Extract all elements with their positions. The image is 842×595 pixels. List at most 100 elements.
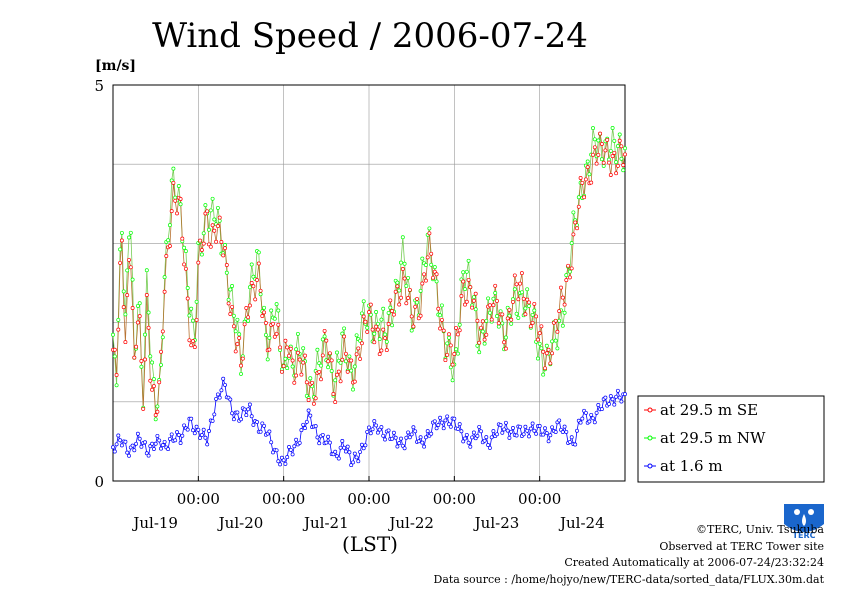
nw-data-point [359,311,364,316]
low-data-point [354,455,359,460]
nw-data-point [375,321,380,326]
nw-data-point [347,354,352,359]
se-data-point [255,278,259,282]
se-data-point [543,366,547,371]
low-data-point [402,446,407,451]
nw-data-point [614,160,619,165]
se-data-point [583,177,588,182]
low-data-point [406,430,411,435]
low-data-point [386,428,391,433]
low-data-point [448,424,453,429]
x-tick-time-label: 00:00 [518,490,561,508]
se-data-point [509,317,514,322]
low-data-point [285,455,290,460]
se-data-point [116,327,121,332]
nw-data-point [530,312,535,317]
low-data-point [112,449,117,454]
x-tick-date-label: Jul-20 [217,514,264,532]
credit-source: Data source : /home/hojyo/new/TERC-data/… [434,573,825,586]
se-data-point [164,254,169,258]
low-data-point [343,449,348,454]
nw-data-point [329,369,334,373]
low-data-point [557,418,562,423]
low-data-point [326,434,331,439]
low-data-point [544,431,549,436]
y-axis: 05 [94,77,104,491]
se-data-point [505,316,510,321]
se-data-point [374,324,379,329]
se-data-point [591,152,595,157]
nw-data-point [301,346,306,351]
se-data-point [598,131,603,136]
nw-data-point [523,306,528,311]
se-data-point [416,316,421,321]
se-data-point [470,305,475,310]
nw-data-point [402,261,407,266]
se-data-point [191,339,195,344]
nw-data-point [612,138,617,143]
low-data-point [503,420,508,425]
se-data-point [532,301,537,306]
low-data-point [342,445,347,450]
nw-data-point [114,383,119,388]
se-data-point [564,278,569,283]
se-data-point [589,180,594,185]
credit-observed: Observed at TERC Tower site [659,540,824,553]
nw-data-point [457,322,462,327]
nw-data-point [592,137,597,142]
se-data-point [511,299,515,304]
nw-data-point [537,341,542,346]
se-data-point [406,296,411,300]
y-axis-unit: [m/s] [95,58,136,74]
low-data-point [292,444,297,449]
nw-data-point [265,357,270,362]
nw-data-point [182,245,187,250]
x-axis: 00:00 00:00 00:00 00:00 00:00 Jul-19 Jul-20 Jul… [131,476,605,532]
se-data-point [205,209,210,214]
nw-data-point [539,346,544,351]
nw-data-point [208,208,213,213]
se-data-point [263,321,268,325]
se-data-point [244,306,249,310]
nw-data-point [496,324,501,329]
low-data-point [500,430,505,435]
se-data-point [431,275,435,280]
se-data-point [519,271,524,276]
se-data-point [427,231,432,236]
nw-data-point [429,262,434,267]
nw-data-point [349,368,354,373]
nw-data-point [272,316,277,321]
nw-data-point [143,332,147,337]
se-data-point [466,277,471,282]
low-data-point [482,438,487,443]
x-tick-date-label: Jul-21 [302,514,349,532]
nw-data-point [587,172,592,177]
nw-data-point [516,315,521,320]
low-data-point [365,429,370,434]
se-data-point [329,358,334,363]
se-data-point [372,340,377,345]
nw-data-point [135,303,140,308]
se-data-point [130,306,135,310]
se-data-point [370,327,375,332]
nw-data-point [308,376,313,381]
nw-data-point [125,268,130,273]
low-data-point [537,424,542,428]
nw-data-point [215,205,220,210]
legend: at 29.5 m SE at 29.5 m NW at 1.6 m [637,395,825,483]
nw-data-point [448,365,453,370]
x-tick-date-label: Jul-19 [131,514,178,532]
se-data-point [304,380,309,385]
nw-data-point [365,325,370,330]
low-data-point [395,444,400,449]
se-data-point [422,272,427,277]
x-tick-time-label: 00:00 [433,490,476,508]
low-data-point [219,388,224,393]
se-data-point [495,298,499,303]
se-data-point [413,304,418,309]
se-data-point [377,352,382,357]
low-data-point [397,441,402,446]
nw-data-point [343,359,348,364]
se-data-point [253,297,258,302]
series-se-points [111,131,627,418]
